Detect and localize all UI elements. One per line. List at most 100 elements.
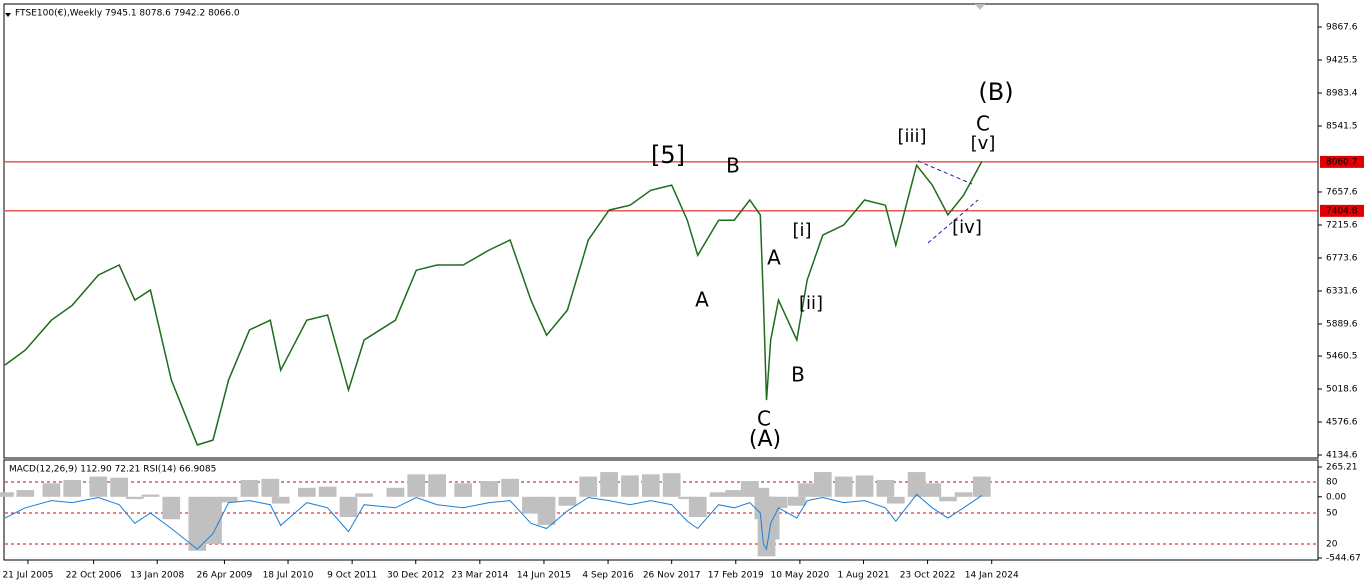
macd-bar <box>972 476 991 497</box>
macd-bar <box>621 475 639 497</box>
macd-bar <box>297 487 316 497</box>
macd-bar <box>261 478 280 497</box>
wave-label: A <box>695 288 709 312</box>
macd-bar <box>42 483 61 497</box>
x-tick-label: 26 Apr 2009 <box>197 571 253 581</box>
macd-bar <box>407 474 426 497</box>
macd-bar <box>834 476 853 497</box>
y2-tick-label: 50 <box>1326 508 1338 518</box>
y-tick-label: 6331.6 <box>1326 286 1358 296</box>
x-tick-label: 22 Oct 2006 <box>66 571 122 581</box>
y-tick-label: 9867.6 <box>1326 22 1358 32</box>
x-tick-label: 13 Jan 2008 <box>130 571 184 581</box>
wave-label: B <box>791 363 805 387</box>
y-tick-label: 5460.5 <box>1326 352 1358 362</box>
level-label: 7404.8 <box>1326 206 1358 216</box>
macd-bar <box>204 496 222 544</box>
macd-bar <box>318 486 337 497</box>
macd-bar <box>886 496 905 504</box>
wave-label: [iii] <box>897 126 926 147</box>
macd-bar <box>641 474 660 497</box>
wave-label: [v] <box>971 133 996 154</box>
macd-bar <box>725 490 744 497</box>
level-label-bg <box>1320 204 1364 217</box>
x-tick-label: 1 Aug 2021 <box>838 571 890 581</box>
macd-bar <box>558 496 577 506</box>
y-tick-label: 0.00 <box>1326 492 1346 502</box>
macd-bar <box>480 481 499 497</box>
x-tick-label: 9 Oct 2011 <box>327 571 377 581</box>
macd-bar <box>709 492 728 497</box>
wave-label: [i] <box>792 220 811 241</box>
macd-bar <box>662 473 681 497</box>
triangle-line <box>927 199 979 244</box>
macd-bar <box>16 490 35 497</box>
y-tick-label: 265.21 <box>1326 462 1358 472</box>
y-tick-label: 7657.6 <box>1326 187 1358 197</box>
y-tick-label: 5018.6 <box>1326 385 1358 395</box>
y-tick-label: 6773.6 <box>1326 253 1358 263</box>
wave-label: A <box>767 246 781 270</box>
macd-bar <box>537 496 556 525</box>
indicator-title: MACD(12,26,9) 112.90 72.21 RSI(14) 66.90… <box>9 465 216 475</box>
macd-bar <box>0 492 14 497</box>
y-tick-label: 4134.6 <box>1326 451 1358 461</box>
price-line <box>4 161 983 446</box>
macd-bar <box>798 483 817 497</box>
macd-bar <box>688 496 707 518</box>
x-tick-label: 30 Dec 2012 <box>387 571 445 581</box>
macd-bar <box>751 487 770 497</box>
y-tick-label: -544.67 <box>1326 554 1361 564</box>
macd-bar <box>787 496 806 506</box>
x-tick-label: 14 Jan 2024 <box>965 571 1019 581</box>
wave-label: (A) <box>749 427 781 452</box>
x-tick-label: 14 Jun 2015 <box>517 571 571 581</box>
x-tick-label: 23 Oct 2022 <box>900 571 956 581</box>
level-label-bg <box>1320 155 1364 168</box>
x-tick-label: 23 Mar 2014 <box>451 571 508 581</box>
macd-bar <box>579 476 598 497</box>
price-frame <box>3 3 1319 459</box>
wave-label: [5] <box>651 141 685 169</box>
macd-bar <box>240 479 259 497</box>
macd-bar <box>89 476 108 497</box>
macd-bar <box>63 479 82 497</box>
wave-label: B <box>726 154 740 178</box>
macd-bar <box>678 496 697 500</box>
y-tick-label: 8983.4 <box>1326 88 1358 98</box>
macd-bar <box>876 479 895 497</box>
wave-label: (B) <box>978 78 1013 106</box>
wave-label: [ii] <box>799 293 823 314</box>
y-tick-label: 7215.6 <box>1326 220 1358 230</box>
macd-bar <box>855 475 874 497</box>
y2-tick-label: 80 <box>1326 477 1338 487</box>
level-label: 8060.7 <box>1326 157 1358 167</box>
x-tick-label: 26 Nov 2017 <box>643 571 701 581</box>
y-tick-label: 9425.5 <box>1326 55 1358 65</box>
macd-bar <box>219 496 238 503</box>
rsi-line <box>4 493 983 551</box>
macd-bar <box>188 496 207 551</box>
menu-arrow <box>5 13 11 17</box>
macd-bar <box>907 472 926 497</box>
macd-bar <box>339 496 358 518</box>
wave-label: [iv] <box>952 217 982 238</box>
y2-tick-label: 20 <box>1326 539 1338 549</box>
macd-bar <box>162 496 181 520</box>
x-tick-label: 17 Feb 2019 <box>708 571 764 581</box>
x-tick-label: 4 Sep 2016 <box>582 571 634 581</box>
y-tick-label: 8541.5 <box>1326 121 1358 131</box>
y-tick-label: 5889.6 <box>1326 319 1358 329</box>
x-tick-label: 21 Jul 2005 <box>2 571 53 581</box>
x-tick-label: 10 May 2020 <box>771 571 830 581</box>
macd-bar <box>355 493 373 497</box>
wave-label: C <box>976 112 990 136</box>
shift-marker <box>975 4 985 10</box>
macd-bar <box>428 474 446 497</box>
macd-bar <box>271 496 290 504</box>
macd-bar <box>501 478 519 497</box>
macd-bar <box>923 483 942 497</box>
x-tick-label: 18 Jul 2010 <box>263 571 314 581</box>
macd-bar <box>600 472 618 497</box>
